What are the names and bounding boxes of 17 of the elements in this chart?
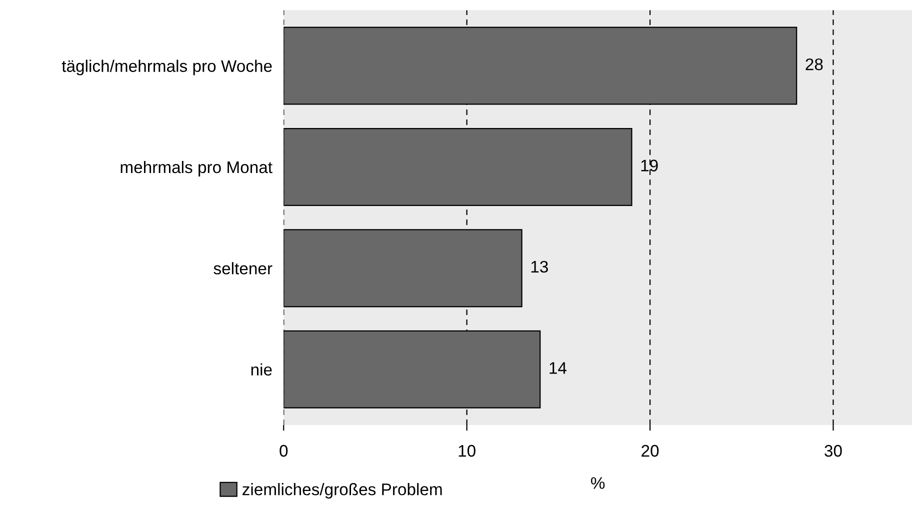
x-tick-label: 10 bbox=[458, 444, 476, 457]
y-tick-label: täglich/mehrmals pro Woche bbox=[62, 60, 272, 76]
data-label: 19 bbox=[641, 160, 658, 172]
x-axis-title: % bbox=[591, 477, 605, 489]
data-label: 14 bbox=[550, 362, 566, 374]
x-tick-label: 0 bbox=[280, 444, 288, 457]
y-tick-label: mehrmals pro Monat bbox=[120, 160, 272, 176]
data-label: 28 bbox=[806, 58, 823, 70]
x-tick-label: 20 bbox=[642, 444, 659, 457]
bar bbox=[284, 128, 632, 206]
data-label: 13 bbox=[531, 260, 548, 273]
y-tick-label: nie bbox=[251, 363, 272, 376]
y-tick-label: seltener bbox=[214, 262, 272, 274]
bar bbox=[284, 229, 522, 308]
bar bbox=[284, 26, 798, 105]
x-tick-label: 30 bbox=[824, 444, 842, 457]
legend-label: ziemliches/großes Problem bbox=[242, 483, 442, 499]
